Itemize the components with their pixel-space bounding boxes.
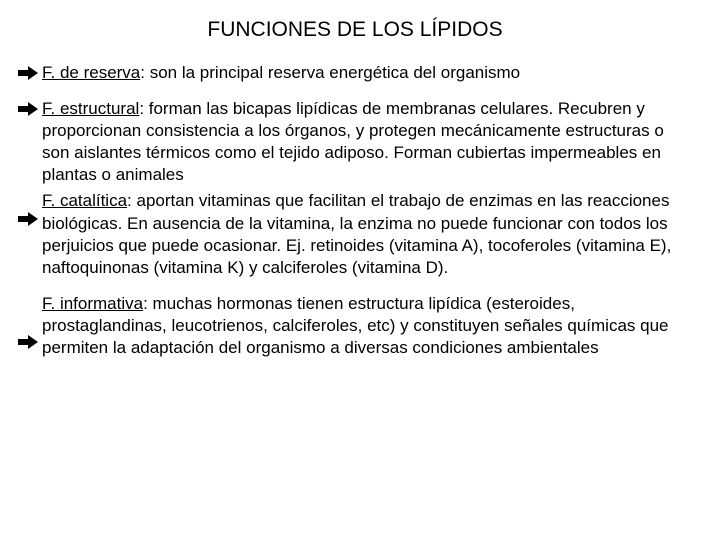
list-item-text: F. informativa: muchas hormonas tienen e… — [42, 293, 692, 359]
list-item: F. de reserva: son la principal reserva … — [18, 62, 692, 84]
arrow-icon — [18, 66, 42, 80]
item-label: F. catalítica — [42, 191, 127, 210]
list-item: F. catalítica: aportan vitaminas que fac… — [18, 190, 692, 278]
page-title: FUNCIONES DE LOS LÍPIDOS — [18, 18, 692, 42]
item-label: F. de reserva — [42, 63, 140, 82]
list-item-text: F. estructural: forman las bicapas lipíd… — [42, 98, 692, 186]
item-label: F. informativa — [42, 294, 143, 313]
arrow-icon — [18, 102, 42, 116]
item-body: : aportan vitaminas que facilitan el tra… — [42, 191, 671, 276]
list-item: F. informativa: muchas hormonas tienen e… — [18, 293, 692, 359]
item-body: : son la principal reserva energética de… — [140, 63, 520, 82]
arrow-icon — [18, 212, 42, 226]
list-item-text: F. catalítica: aportan vitaminas que fac… — [42, 190, 692, 278]
list-item-text: F. de reserva: son la principal reserva … — [42, 62, 692, 84]
arrow-icon — [18, 335, 42, 349]
list-item: F. estructural: forman las bicapas lipíd… — [18, 98, 692, 186]
item-label: F. estructural — [42, 99, 139, 118]
